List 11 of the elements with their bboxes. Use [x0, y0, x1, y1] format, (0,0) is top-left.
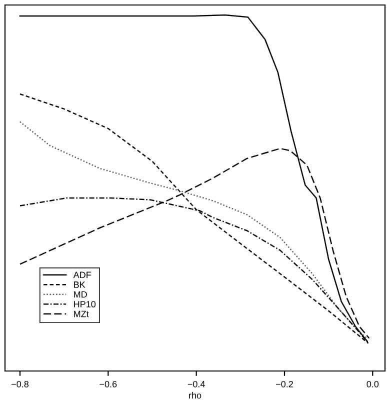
x-tick-label: −0.2 — [276, 380, 293, 388]
legend-label: ADF — [73, 272, 92, 278]
legend-label: MZt — [74, 310, 89, 318]
x-axis-title: rho — [189, 392, 202, 399]
legend-label: BK — [74, 282, 86, 288]
legend-label: HP10 — [74, 301, 96, 308]
x-tick-label: 0.0 — [366, 380, 379, 388]
x-tick-label: −0.4 — [188, 380, 205, 388]
x-tick-label: −0.6 — [100, 380, 117, 388]
legend-label: MD — [74, 291, 87, 298]
x-tick-label: −0.8 — [12, 380, 29, 388]
